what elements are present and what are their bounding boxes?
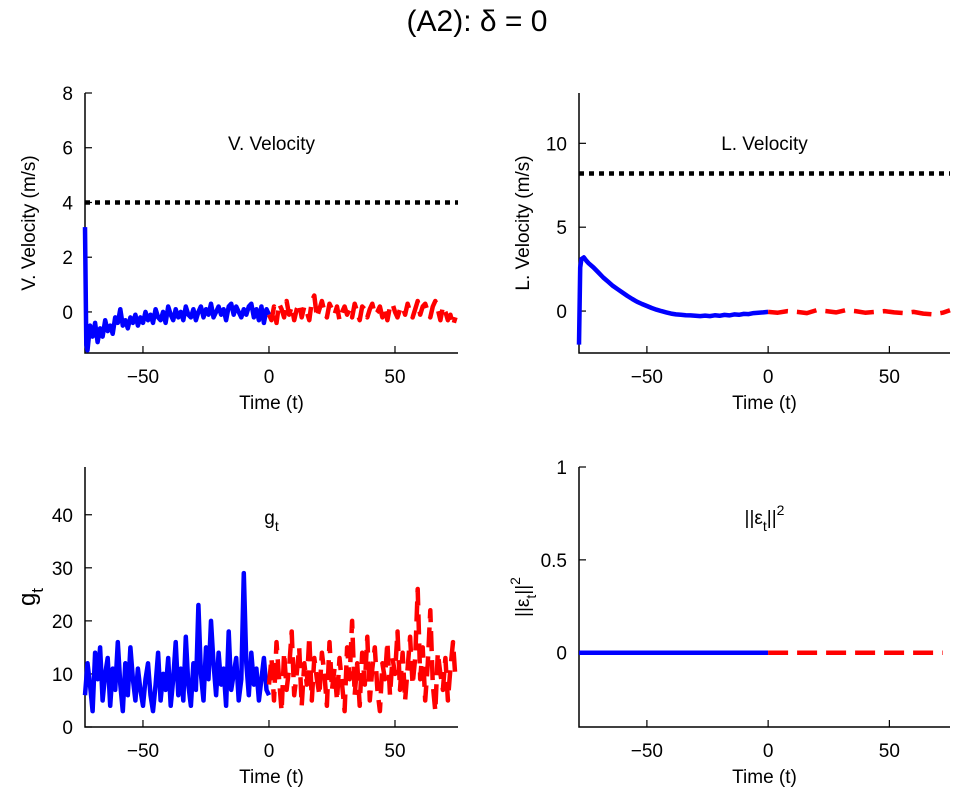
x-axis-label: Time (t): [732, 393, 797, 414]
y-tick-label: 30: [52, 559, 73, 580]
x-tick-label: 50: [879, 367, 900, 388]
chart-title: ||εt||2: [745, 502, 785, 534]
x-tick-label: −50: [127, 367, 159, 388]
y-axis-label: ||εt||2: [507, 577, 539, 617]
x-tick-label: −50: [631, 367, 663, 388]
x-axis-label: Time (t): [732, 767, 797, 788]
chart-panel-1: −50 0 50 0 2 4 6 8 Time (t) V. Velocity (m/s) V. V…: [19, 84, 458, 414]
y-tick-label: 40: [52, 506, 73, 527]
y-tick-label: 0: [556, 302, 567, 323]
x-tick-label: 0: [763, 367, 774, 388]
x-tick-label: −50: [631, 741, 663, 762]
y-tick-label: 0.5: [541, 551, 567, 572]
x-tick-label: 50: [384, 741, 405, 762]
series-past-line: [82, 570, 272, 714]
y-tick-label: 0: [556, 644, 567, 665]
x-tick-label: −50: [127, 741, 159, 762]
series-future-line: [266, 293, 458, 328]
axes-frame: [578, 93, 950, 354]
x-tick-label: 0: [763, 741, 774, 762]
axes-frame: [84, 93, 458, 354]
y-axis-label: gt: [14, 588, 47, 606]
y-tick-label: 4: [62, 193, 73, 214]
figure-title: (A2): δ = 0: [407, 5, 548, 38]
chart-title: gt: [264, 508, 279, 534]
y-tick-label: 8: [62, 84, 73, 105]
series-past-line: [576, 255, 769, 345]
y-tick-label: 0: [62, 303, 73, 324]
x-tick-label: 0: [264, 367, 275, 388]
chart-title: L. Velocity: [721, 134, 808, 155]
chart-title: V. Velocity: [228, 134, 315, 155]
y-axis-label: L. Velocity (m/s): [513, 155, 534, 290]
x-axis-label: Time (t): [239, 393, 304, 414]
x-tick-label: 0: [264, 741, 275, 762]
x-tick-label: 50: [384, 367, 405, 388]
y-tick-label: 2: [62, 248, 73, 269]
series-past-line: [82, 227, 272, 353]
y-tick-label: 1: [556, 458, 567, 479]
chart-panel-4: −50 0 50 0 0.5 1 Time (t) ||εt||2 ||εt||2: [507, 458, 950, 788]
y-tick-label: 6: [62, 139, 73, 160]
x-tick-label: 50: [879, 741, 900, 762]
y-tick-label: 10: [546, 134, 567, 155]
chart-panel-3: −50 0 50 0 10 20 30 40 Time (t) gt gt: [14, 467, 458, 788]
chart-panel-2: −50 0 50 0 5 10 Time (t) L. Velocity (m/s) L. Ve…: [513, 93, 951, 414]
y-tick-label: 5: [556, 218, 567, 239]
x-axis-label: Time (t): [239, 767, 304, 788]
y-axis-label: V. Velocity (m/s): [19, 155, 40, 291]
y-tick-label: 10: [52, 665, 73, 686]
series-future-line: [266, 586, 458, 714]
y-tick-label: 20: [52, 612, 73, 633]
series-future-line: [767, 307, 951, 317]
axes-frame: [578, 467, 950, 728]
y-tick-label: 0: [62, 718, 73, 739]
